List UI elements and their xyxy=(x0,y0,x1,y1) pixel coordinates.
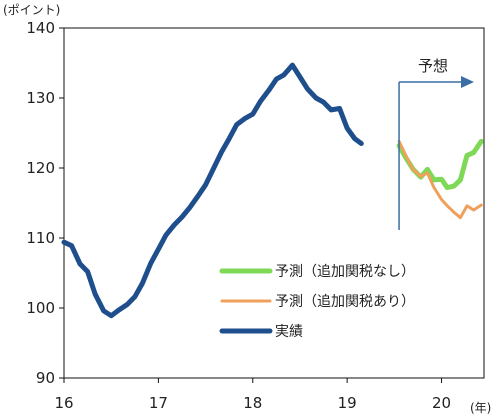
y-axis-unit-label: (ポイント) xyxy=(3,3,60,17)
y-axis: 90 100 110 120 130 140 xyxy=(26,19,64,387)
legend-item-actual: 実績 xyxy=(219,324,303,340)
legend-item-with-tariff: 予測（追加関税あり） xyxy=(220,294,415,310)
x-tick-label: 19 xyxy=(338,394,357,412)
x-axis-unit-label: (年) xyxy=(470,401,491,415)
y-tick-label: 120 xyxy=(26,159,55,177)
y-tick-label: 100 xyxy=(26,299,55,317)
legend-label: 予測（追加関税あり） xyxy=(275,294,415,310)
forecast-label: 予想 xyxy=(418,57,448,75)
forecast-with-tariff-line xyxy=(397,139,483,220)
x-tick-label: 20 xyxy=(432,394,451,412)
y-tick-label: 130 xyxy=(26,89,55,107)
x-tick-label: 17 xyxy=(149,394,168,412)
legend: 予測（追加関税なし） 予測（追加関税あり） 実績 xyxy=(219,264,415,340)
y-tick-label: 140 xyxy=(26,19,55,37)
x-tick-label: 18 xyxy=(243,394,262,412)
forecast-annotation: 予想 xyxy=(398,57,474,230)
x-axis: 16 17 18 19 20 xyxy=(54,378,451,412)
x-tick-label: 16 xyxy=(54,394,73,412)
y-tick-label: 90 xyxy=(36,369,55,387)
actual-line xyxy=(61,62,364,319)
y-tick-label: 110 xyxy=(26,229,55,247)
forecast-arrow-head xyxy=(461,76,474,88)
legend-item-no-tariff: 予測（追加関税なし） xyxy=(219,264,415,280)
series-lines xyxy=(61,62,484,319)
plot-area-frame xyxy=(63,27,485,379)
legend-label: 予測（追加関税なし） xyxy=(275,264,415,280)
legend-label: 実績 xyxy=(275,324,303,340)
